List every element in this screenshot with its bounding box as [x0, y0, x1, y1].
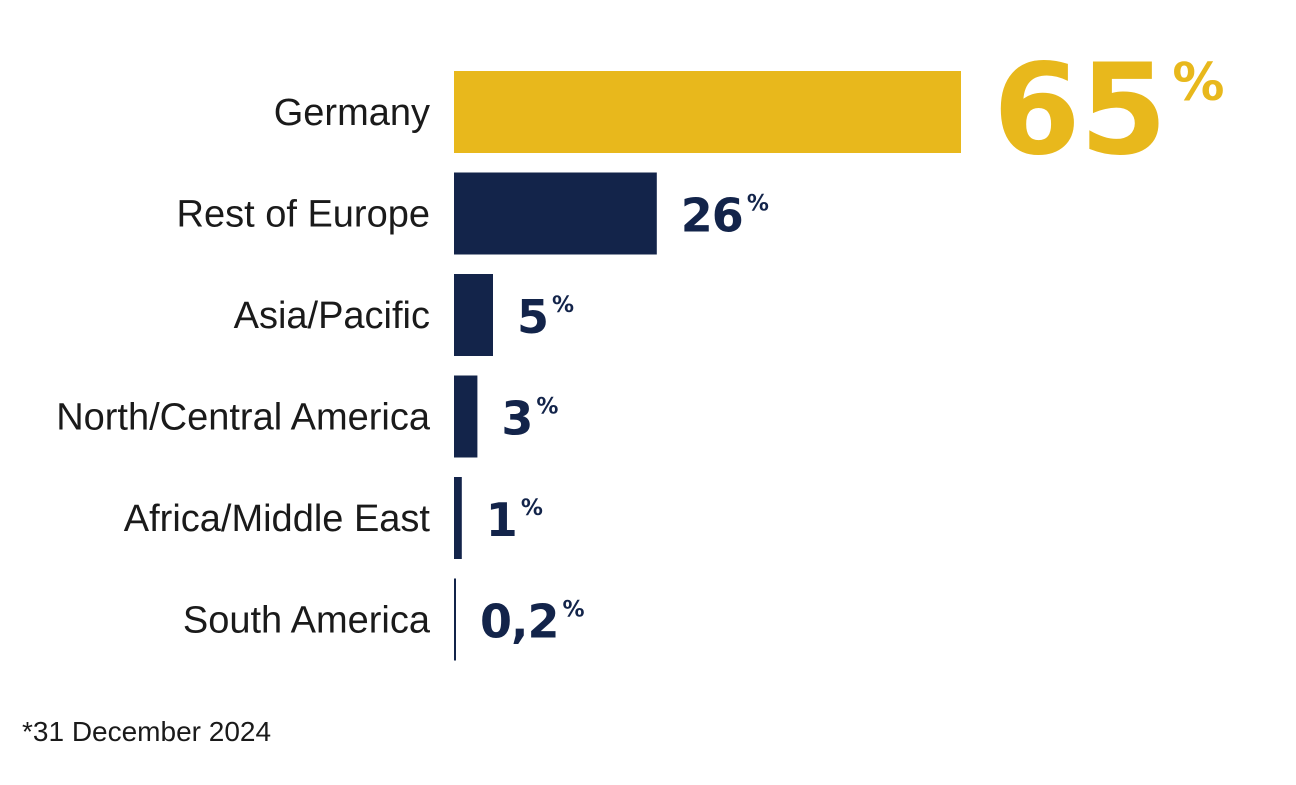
bar-north-central-america	[454, 375, 478, 458]
value-label-south-america: 0,2	[480, 595, 559, 649]
bar-rest-of-europe	[454, 172, 657, 255]
bar-germany	[454, 71, 961, 153]
value-label-asia-pacific: 5	[517, 290, 548, 344]
percent-sign-rest-of-europe: %	[747, 191, 769, 216]
bar-asia-pacific	[454, 274, 493, 356]
value-label-north-central-america: 3	[501, 392, 532, 446]
category-label-asia-pacific: Asia/Pacific	[234, 295, 430, 337]
category-label-rest-of-europe: Rest of Europe	[177, 194, 430, 236]
value-label-rest-of-europe: 26	[681, 189, 743, 243]
bar-south-america	[454, 578, 456, 661]
bar-africa-middle-east	[454, 477, 462, 559]
percent-sign-germany: %	[1172, 53, 1224, 113]
percent-sign-asia-pacific: %	[552, 293, 574, 318]
category-label-africa-middle-east: Africa/Middle East	[124, 498, 431, 540]
percent-sign-north-central-america: %	[536, 394, 558, 419]
value-label-germany: 65	[993, 36, 1166, 183]
value-label-africa-middle-east: 1	[486, 493, 517, 547]
category-label-germany: Germany	[274, 92, 430, 134]
category-label-north-central-america: North/Central America	[56, 397, 431, 439]
percent-sign-africa-middle-east: %	[521, 496, 543, 521]
category-label-south-america: South America	[183, 600, 431, 642]
footnote: *31 December 2024	[22, 716, 272, 747]
percent-sign-south-america: %	[563, 597, 585, 622]
